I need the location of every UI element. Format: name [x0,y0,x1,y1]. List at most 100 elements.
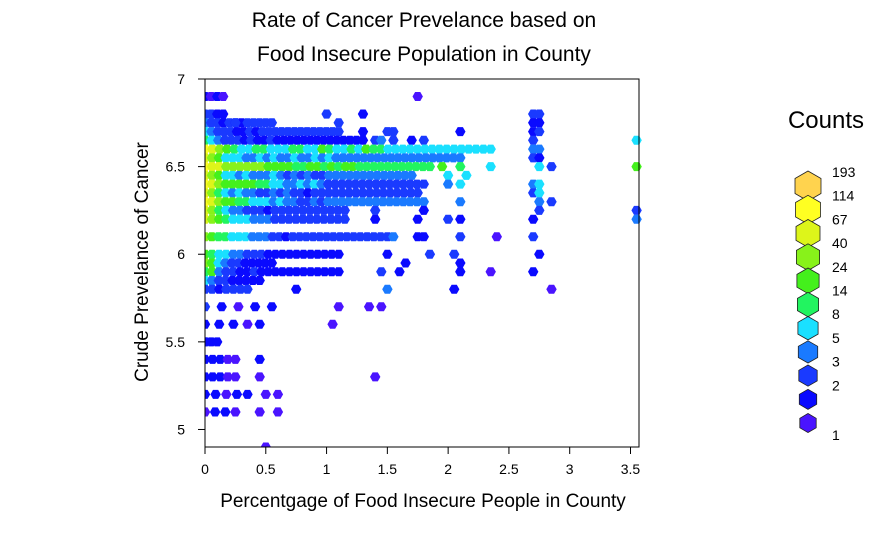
hex-cell [206,197,217,207]
hex-cell [528,135,539,145]
hex-cell [218,92,229,101]
hex-cell [361,144,372,154]
hex-cell [297,205,309,215]
hex-cell [534,162,545,172]
hex-cell [247,188,259,198]
hex-cell [382,249,393,259]
hex-cell [254,407,265,417]
hex-cell [206,162,218,172]
hex-cell [289,188,300,198]
hex-cell [213,258,224,268]
hex-cell [206,170,218,180]
legend-swatch [797,291,819,318]
hex-cell [309,188,320,198]
hex-cell [235,249,246,259]
hex-cell [456,144,467,154]
hex-cell [434,153,445,163]
hex-cell [213,170,224,180]
hex-cell [248,153,259,163]
hex-cell [404,179,416,189]
hex-cell [213,205,225,215]
hex-cell [260,232,271,242]
hex-cell [398,197,409,207]
hex-cell [442,214,454,224]
hex-cell [302,144,313,154]
hex-cell [424,162,436,172]
hex-cell [205,389,211,399]
hex-cell [260,258,271,268]
hex-cell [256,162,267,172]
hex-cell [247,179,259,189]
x-tick-label: 2.5 [499,461,519,477]
hex-cell [333,118,344,128]
hex-cell [249,267,260,277]
hex-cell [288,179,300,189]
hex-cell [205,407,211,417]
hex-cell [216,302,227,312]
hex-cell [289,170,300,180]
hex-cell [310,170,321,180]
hex-cell [358,170,369,180]
hex-cell [291,162,302,172]
hex-cell [209,407,221,417]
hex-cell [344,135,356,145]
hex-cell [321,232,332,242]
hex-cell [336,197,347,207]
hex-cell [546,197,557,207]
hex-cell [295,144,306,154]
hex-cell [285,135,296,145]
hex-cell [455,258,466,268]
legend-swatch [797,340,819,364]
hex-cell [272,407,284,417]
hex-cell [323,170,335,180]
hex-cell [534,144,545,154]
hex-cell [213,214,225,224]
hex-cell [265,144,277,154]
x-tick-label: 1 [323,461,331,477]
hex-cell [420,153,431,163]
hex-cell [227,170,238,180]
hex-cell [241,153,252,163]
hex-cell [222,372,233,382]
hex-cell [485,144,496,154]
hex-cell [230,372,241,382]
hex-cell [226,258,237,268]
hex-cell [220,205,232,215]
hex-cell [389,162,400,172]
hex-cell [220,267,232,277]
hex-cell [370,205,381,215]
x-axis: 0 0.5 1 1.5 2 2.5 3 3.5 [201,447,640,477]
hex-cell [248,205,260,215]
hex-cell [220,170,231,180]
hex-cell [337,153,349,163]
y-tick-label: 5.5 [166,334,186,350]
legend-swatch [796,243,820,271]
hex-cell [260,442,271,447]
hex-cell [322,197,334,207]
hex-cell [206,135,217,145]
hex-cell [247,197,259,207]
hex-cell [412,92,423,101]
hex-cell [333,127,344,137]
hex-cell [353,144,364,154]
hex-cell [234,197,245,207]
hex-cell [534,153,545,163]
hex-cell [221,389,232,399]
hex-cell [357,179,368,189]
hex-cell [226,135,237,145]
hex-cell [478,144,489,154]
hex-cell [397,144,408,154]
hex-cell [210,389,221,399]
hex-cell [344,170,355,180]
hex-cell [227,153,238,163]
hex-cell [234,170,245,180]
hex-cell [448,144,460,154]
hex-cell [329,197,341,207]
hex-cell [406,153,418,163]
hex-cell [242,267,253,277]
hex-cell [546,284,557,294]
hex-cell [249,249,260,259]
hex-cell [319,249,330,259]
hex-cell [254,319,265,329]
hex-cell [426,144,438,154]
